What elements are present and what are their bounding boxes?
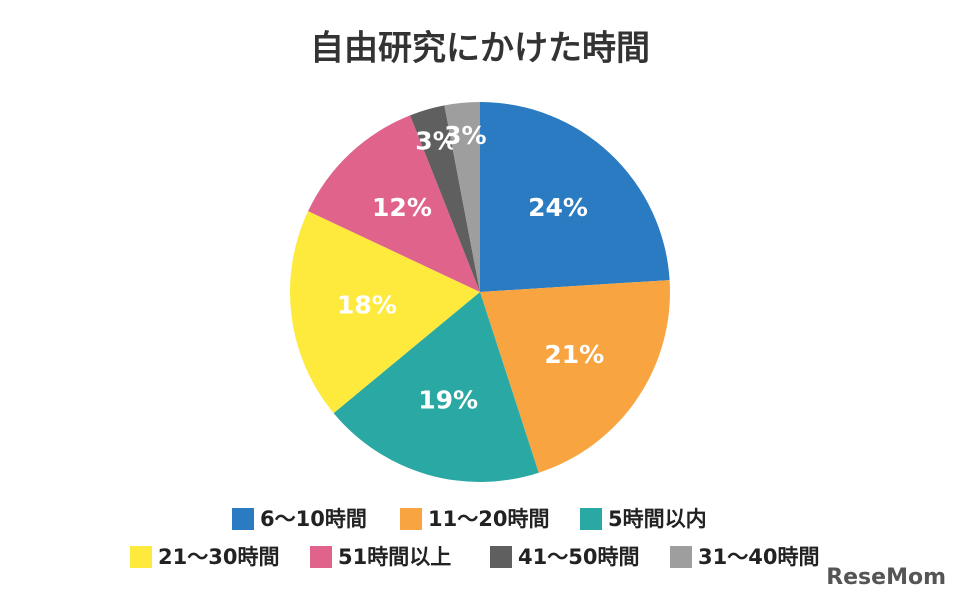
pie-slice [333, 292, 539, 483]
pie-slice [480, 280, 670, 473]
data-label: 18% [337, 290, 397, 319]
legend-label: 5時間以内 [608, 507, 707, 531]
pie-slice [444, 102, 480, 292]
data-label: 24% [528, 193, 588, 222]
legend-swatch [310, 546, 332, 568]
pie-slice [410, 105, 480, 293]
legend-swatch [130, 546, 152, 568]
legend-label: 11〜20時間 [428, 507, 549, 531]
legend-swatch [580, 508, 602, 530]
legend-swatch [400, 508, 422, 530]
pie-slice [289, 211, 480, 414]
data-label: 12% [372, 193, 432, 222]
legend-label: 31〜40時間 [698, 545, 819, 569]
legend-swatch [670, 546, 692, 568]
legend-swatch [232, 508, 254, 530]
chart-title: 自由研究にかけた時間 [310, 29, 650, 69]
legend-label: 51時間以上 [338, 545, 451, 569]
data-label: 19% [418, 385, 478, 414]
watermark: ReseMom [826, 565, 946, 590]
legend-swatch [490, 546, 512, 568]
legend-label: 6〜10時間 [260, 507, 367, 531]
pie-slice [480, 102, 670, 292]
data-label: 3% [444, 121, 486, 150]
pie-slice [308, 115, 480, 292]
data-label: 21% [544, 340, 604, 369]
legend-label: 41〜50時間 [518, 545, 639, 569]
legend-label: 21〜30時間 [158, 545, 279, 569]
